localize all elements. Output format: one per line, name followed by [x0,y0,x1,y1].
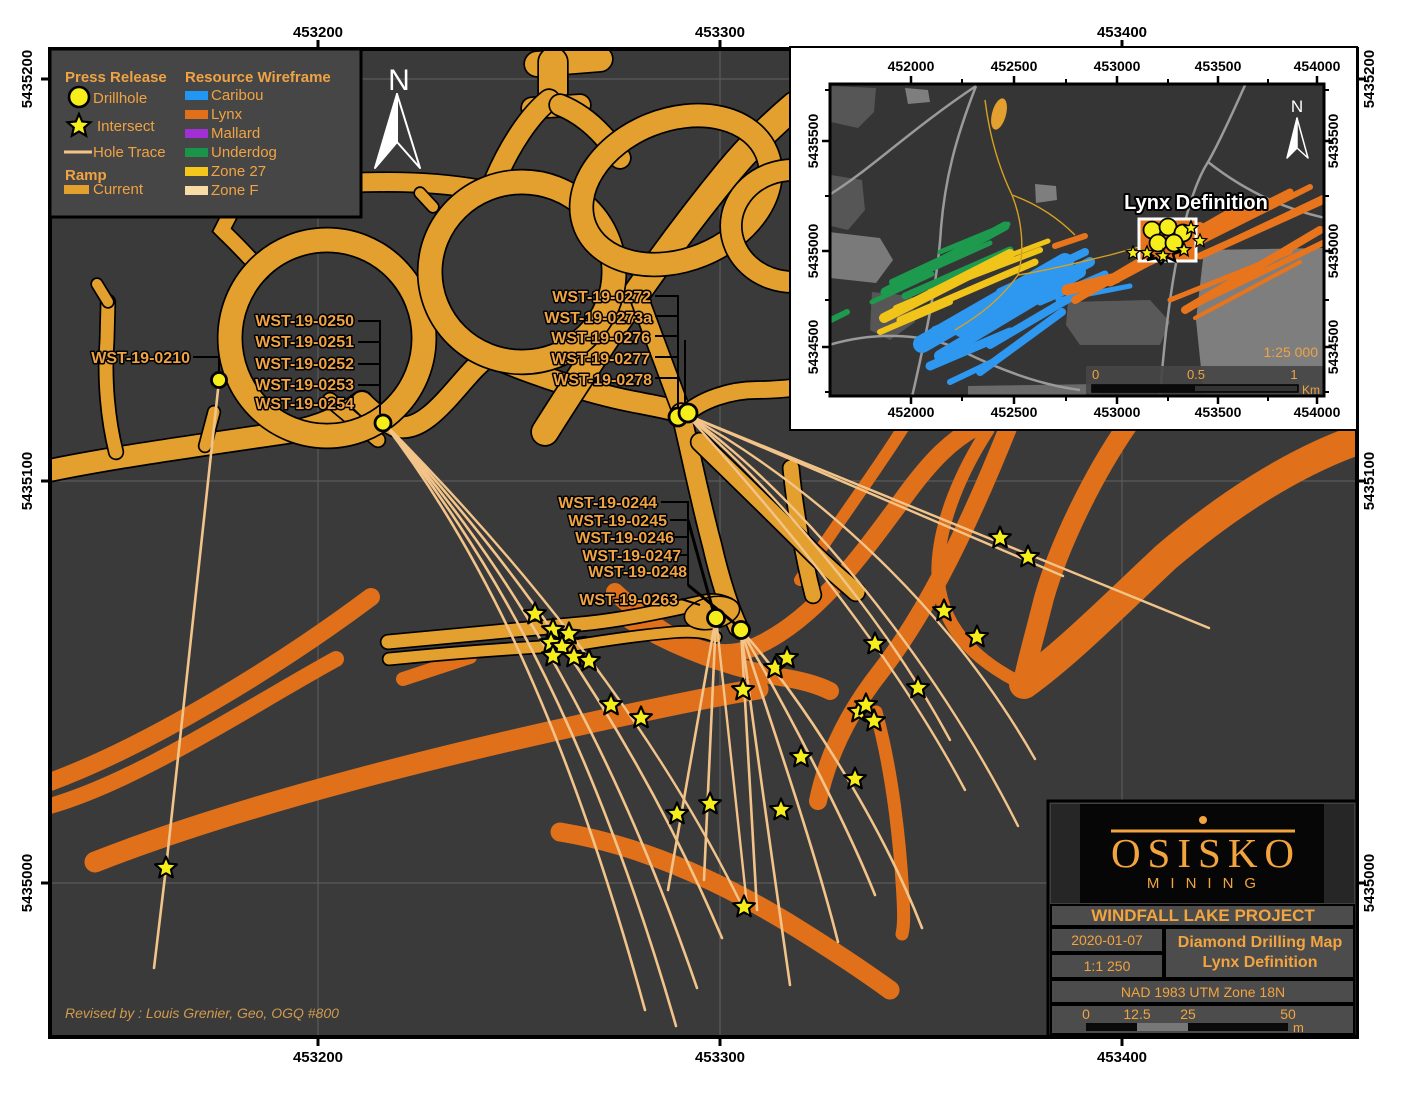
svg-text:453300: 453300 [695,1049,745,1066]
svg-text:0: 0 [1092,367,1099,382]
svg-text:WINDFALL LAKE PROJECT: WINDFALL LAKE PROJECT [1091,906,1315,925]
svg-text:452000: 452000 [888,58,935,74]
svg-text:1: 1 [1290,367,1297,382]
svg-text:454000: 454000 [1294,404,1341,420]
svg-text:Intersect: Intersect [97,118,155,135]
svg-text:5435200: 5435200 [19,50,36,108]
svg-text:WST-19-0273a: WST-19-0273a [544,310,652,327]
svg-text:1:1 250: 1:1 250 [1084,958,1131,974]
svg-text:454000: 454000 [1294,58,1341,74]
svg-text:453500: 453500 [1195,58,1242,74]
svg-text:WST-19-0245: WST-19-0245 [568,513,667,530]
svg-text:WST-19-0247: WST-19-0247 [582,548,681,565]
svg-text:N: N [1291,97,1303,116]
svg-text:25: 25 [1180,1006,1196,1022]
svg-text:WST-19-0263: WST-19-0263 [579,592,678,609]
svg-text:WST-19-0251: WST-19-0251 [255,334,354,351]
svg-text:WST-19-0276: WST-19-0276 [551,330,650,347]
svg-text:2020-01-07: 2020-01-07 [1071,932,1143,948]
svg-text:5435000: 5435000 [19,854,36,912]
svg-text:Mallard: Mallard [211,125,260,142]
svg-text:MINING: MINING [1147,875,1267,892]
svg-text:Hole Trace: Hole Trace [93,144,166,161]
svg-text:Resource Wireframe: Resource Wireframe [185,69,331,86]
svg-text:m: m [1293,1020,1304,1035]
svg-text:452500: 452500 [991,58,1038,74]
svg-text:0.5: 0.5 [1187,367,1205,382]
svg-text:NAD 1983 UTM Zone 18N: NAD 1983 UTM Zone 18N [1121,984,1285,1000]
svg-text:Lynx: Lynx [211,106,243,123]
svg-text:5435500: 5435500 [1325,114,1341,169]
svg-text:453000: 453000 [1094,404,1141,420]
svg-text:1:25 000: 1:25 000 [1264,344,1319,360]
svg-text:5434500: 5434500 [1325,320,1341,375]
svg-text:Lynx Definition: Lynx Definition [1124,192,1268,214]
svg-text:Km: Km [1302,383,1320,397]
svg-text:WST-19-0278: WST-19-0278 [553,372,652,389]
svg-text:453400: 453400 [1097,24,1147,41]
svg-text:WST-19-0253: WST-19-0253 [255,377,354,394]
svg-text:WST-19-0248: WST-19-0248 [588,564,687,581]
svg-text:Current: Current [93,181,144,198]
svg-text:WST-19-0246: WST-19-0246 [575,530,674,547]
svg-text:Underdog: Underdog [211,144,277,161]
svg-text:WST-19-0252: WST-19-0252 [255,356,354,373]
svg-text:WST-19-0210: WST-19-0210 [91,350,190,367]
svg-text:5435000: 5435000 [1325,224,1341,279]
svg-text:Zone 27: Zone 27 [211,163,266,180]
svg-text:WST-19-0277: WST-19-0277 [551,351,650,368]
svg-text:452000: 452000 [888,404,935,420]
svg-text:0: 0 [1082,1006,1090,1022]
svg-text:Caribou: Caribou [211,87,264,104]
svg-text:WST-19-0254: WST-19-0254 [255,396,354,413]
svg-text:5435000: 5435000 [1361,854,1378,912]
svg-text:Lynx Definition: Lynx Definition [1203,954,1318,971]
svg-text:452500: 452500 [991,404,1038,420]
svg-text:WST-19-0272: WST-19-0272 [552,289,651,306]
svg-text:453200: 453200 [293,24,343,41]
svg-text:453200: 453200 [293,1049,343,1066]
svg-text:WST-19-0250: WST-19-0250 [255,313,354,330]
svg-text:453400: 453400 [1097,1049,1147,1066]
svg-text:5435100: 5435100 [1361,452,1378,510]
svg-text:Press Release: Press Release [65,69,167,86]
svg-text:WST-19-0244: WST-19-0244 [558,495,657,512]
svg-text:453500: 453500 [1195,404,1242,420]
svg-text:Drillhole: Drillhole [93,90,147,107]
svg-text:12.5: 12.5 [1123,1006,1150,1022]
svg-text:5435100: 5435100 [19,452,36,510]
svg-text:N: N [388,64,410,97]
svg-text:5435000: 5435000 [805,224,821,279]
svg-text:Zone F: Zone F [211,182,259,199]
svg-text:453300: 453300 [695,24,745,41]
svg-text:50: 50 [1280,1006,1296,1022]
svg-text:Ramp: Ramp [65,167,107,184]
svg-text:5435500: 5435500 [805,114,821,169]
svg-text:453000: 453000 [1094,58,1141,74]
svg-text:Diamond Drilling Map: Diamond Drilling Map [1178,934,1343,951]
svg-text:5434500: 5434500 [805,320,821,375]
svg-text:5435200: 5435200 [1361,50,1378,108]
svg-text:Revised by : Louis Grenier, Ge: Revised by : Louis Grenier, Geo, OGQ #80… [65,1005,339,1021]
svg-text:OSISKO: OSISKO [1111,830,1301,876]
